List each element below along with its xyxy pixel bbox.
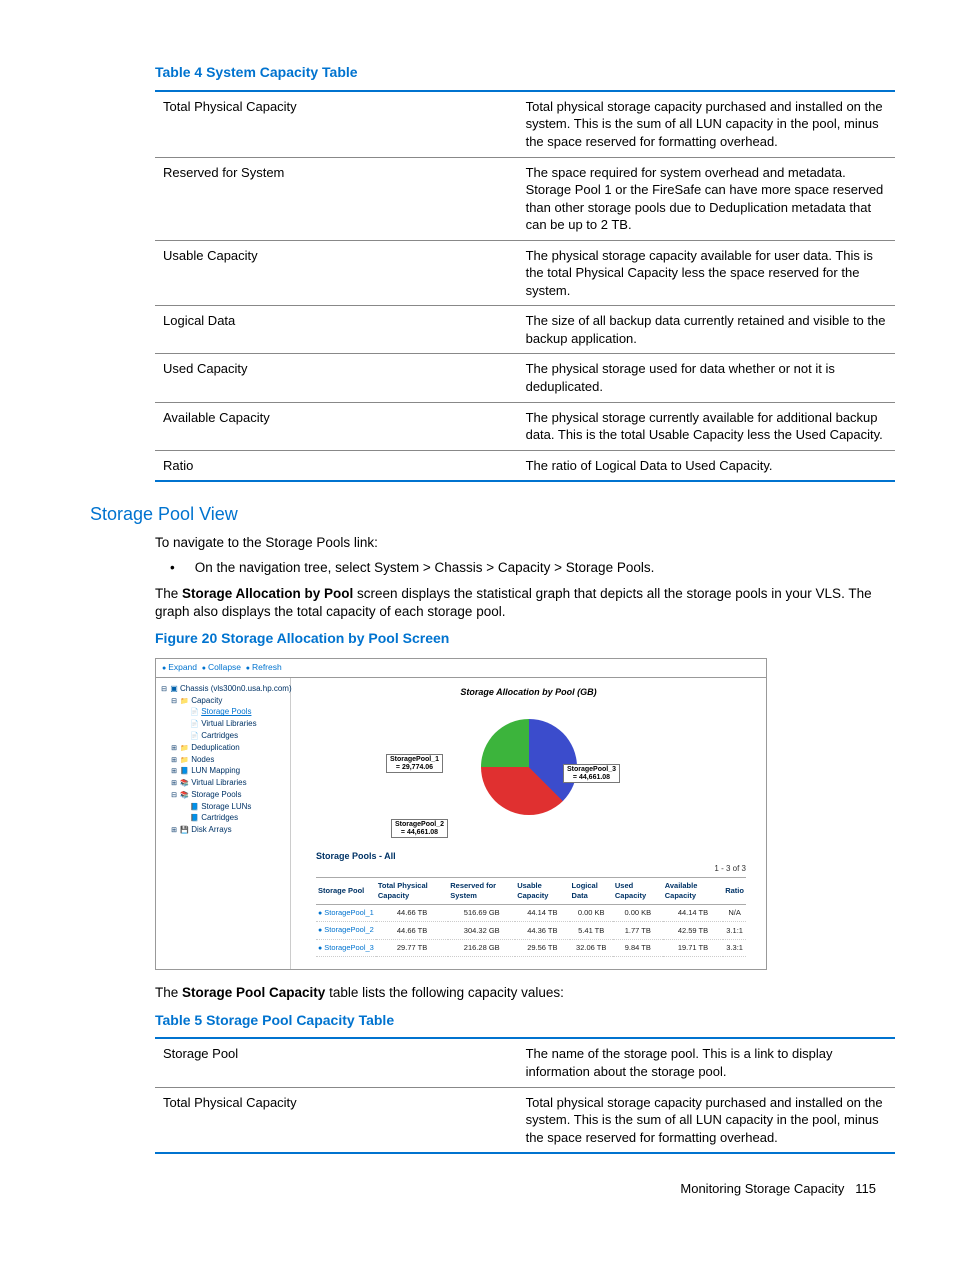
pool-table: Storage PoolTotal Physical CapacityReser…: [316, 877, 746, 958]
pie-chart: StoragePool_1= 29,774.06StoragePool_2= 4…: [291, 704, 766, 834]
pool-table-cell: 29.56 TB: [515, 939, 569, 956]
refresh-link[interactable]: Refresh: [246, 662, 282, 672]
collapse-link[interactable]: Collapse: [202, 662, 241, 672]
pool-table-header: Usable Capacity: [515, 877, 569, 904]
table4-caption: Table 4 System Capacity Table: [155, 63, 884, 82]
pool-table-cell: 44.14 TB: [515, 905, 569, 922]
t4-r5-term: Available Capacity: [155, 402, 518, 450]
pool-table-header: Available Capacity: [663, 877, 723, 904]
chart-callout: StoragePool_2= 44,661.08: [391, 819, 448, 838]
t4-r3-term: Logical Data: [155, 306, 518, 354]
t4-r4-desc: The physical storage used for data wheth…: [518, 354, 895, 402]
chart-callout: StoragePool_3= 44,661.08: [563, 764, 620, 783]
chart-title: Storage Allocation by Pool (GB): [291, 686, 766, 698]
table4: Total Physical CapacityTotal physical st…: [155, 90, 895, 482]
pool-table-cell: 3.1:1: [723, 922, 746, 939]
pool-table-cell: 304.32 GB: [448, 922, 515, 939]
figure-toolbar: Expand Collapse Refresh: [156, 659, 766, 677]
expand-link[interactable]: Expand: [162, 662, 197, 672]
tree-item[interactable]: 📄 Virtual Libraries: [160, 719, 286, 730]
t5-r1-desc: Total physical storage capacity purchase…: [518, 1087, 895, 1153]
para3-bold: Storage Pool Capacity: [182, 985, 325, 1000]
para2-prefix: The: [155, 586, 182, 601]
t4-r2-term: Usable Capacity: [155, 240, 518, 306]
t5-r1-term: Total Physical Capacity: [155, 1087, 518, 1153]
tree-item[interactable]: 📄 Storage Pools: [160, 707, 286, 718]
tree-item[interactable]: ⊞ 📘 LUN Mapping: [160, 766, 286, 777]
footer-page: 115: [855, 1181, 876, 1196]
t4-r6-desc: The ratio of Logical Data to Used Capaci…: [518, 450, 895, 481]
t4-r3-desc: The size of all backup data currently re…: [518, 306, 895, 354]
table5-caption: Table 5 Storage Pool Capacity Table: [155, 1011, 884, 1030]
intro-line: To navigate to the Storage Pools link:: [155, 534, 884, 552]
pool-table-cell[interactable]: ●StoragePool_1: [316, 905, 376, 922]
pool-table-header: Used Capacity: [613, 877, 663, 904]
para3-prefix: The: [155, 985, 182, 1000]
pool-table-header: Logical Data: [570, 877, 613, 904]
table5: Storage PoolThe name of the storage pool…: [155, 1037, 895, 1154]
pool-table-row: ●StoragePool_329.77 TB216.28 GB29.56 TB3…: [316, 939, 746, 956]
t4-r0-desc: Total physical storage capacity purchase…: [518, 91, 895, 157]
t5-r0-desc: The name of the storage pool. This is a …: [518, 1038, 895, 1087]
pool-table-cell: 5.41 TB: [570, 922, 613, 939]
figure20: Expand Collapse Refresh ⊟ ▣ Chassis (vls…: [155, 658, 767, 970]
t4-r4-term: Used Capacity: [155, 354, 518, 402]
pool-table-row: ●StoragePool_144.66 TB516.69 GB44.14 TB0…: [316, 905, 746, 922]
figure-caption: Figure 20 Storage Allocation by Pool Scr…: [155, 629, 884, 648]
page-footer: Monitoring Storage Capacity 115: [90, 1180, 876, 1198]
pool-table-cell: 44.66 TB: [376, 905, 448, 922]
t4-r1-term: Reserved for System: [155, 157, 518, 240]
t4-r0-term: Total Physical Capacity: [155, 91, 518, 157]
pool-subtitle: Storage Pools - All: [291, 844, 766, 864]
pool-table-row: ●StoragePool_244.66 TB304.32 GB44.36 TB5…: [316, 922, 746, 939]
tree-item[interactable]: ⊞ 💾 Disk Arrays: [160, 825, 286, 836]
nav-bullet: On the navigation tree, select System > …: [185, 559, 884, 577]
tree-item[interactable]: 📘 Storage LUNs: [160, 802, 286, 813]
pool-table-cell: 216.28 GB: [448, 939, 515, 956]
pool-table-cell[interactable]: ●StoragePool_2: [316, 922, 376, 939]
tree-item[interactable]: 📄 Cartridges: [160, 731, 286, 742]
chart-callout: StoragePool_1= 29,774.06: [386, 754, 443, 773]
para2-bold: Storage Allocation by Pool: [182, 586, 353, 601]
pool-table-cell: 0.00 KB: [613, 905, 663, 922]
pool-range: 1 - 3 of 3: [291, 864, 766, 875]
tree-item[interactable]: ⊟ 📁 Capacity: [160, 696, 286, 707]
footer-section: Monitoring Storage Capacity: [680, 1181, 844, 1196]
tree-item[interactable]: ⊞ 📁 Nodes: [160, 755, 286, 766]
tree-root[interactable]: ⊟ ▣ Chassis (vls300n0.usa.hp.com): [160, 684, 286, 695]
pool-table-cell: 19.71 TB: [663, 939, 723, 956]
tree-item[interactable]: 📘 Cartridges: [160, 813, 286, 824]
t4-r5-desc: The physical storage currently available…: [518, 402, 895, 450]
para3-rest: table lists the following capacity value…: [325, 985, 564, 1000]
para2: The Storage Allocation by Pool screen di…: [155, 585, 884, 621]
pool-table-cell: 29.77 TB: [376, 939, 448, 956]
t5-r0-term: Storage Pool: [155, 1038, 518, 1087]
pool-table-cell: 44.36 TB: [515, 922, 569, 939]
pool-table-header: Storage Pool: [316, 877, 376, 904]
t4-r2-desc: The physical storage capacity available …: [518, 240, 895, 306]
pool-table-cell: 1.77 TB: [613, 922, 663, 939]
chart-area: Storage Allocation by Pool (GB) StorageP…: [291, 678, 766, 970]
pool-table-cell: N/A: [723, 905, 746, 922]
pool-table-header: Ratio: [723, 877, 746, 904]
pool-table-header: Reserved for System: [448, 877, 515, 904]
pool-table-header: Total Physical Capacity: [376, 877, 448, 904]
pool-table-cell: 0.00 KB: [570, 905, 613, 922]
para3: The Storage Pool Capacity table lists th…: [155, 984, 884, 1002]
pool-table-cell: 42.59 TB: [663, 922, 723, 939]
nav-tree[interactable]: ⊟ ▣ Chassis (vls300n0.usa.hp.com) ⊟ 📁 Ca…: [156, 678, 291, 970]
pool-table-cell[interactable]: ●StoragePool_3: [316, 939, 376, 956]
pool-table-cell: 32.06 TB: [570, 939, 613, 956]
pool-table-cell: 9.84 TB: [613, 939, 663, 956]
pool-table-cell: 3.3:1: [723, 939, 746, 956]
t4-r6-term: Ratio: [155, 450, 518, 481]
pool-table-cell: 44.66 TB: [376, 922, 448, 939]
pool-table-cell: 516.69 GB: [448, 905, 515, 922]
section-heading: Storage Pool View: [90, 502, 884, 526]
tree-item[interactable]: ⊟ 📚 Storage Pools: [160, 790, 286, 801]
tree-item[interactable]: ⊞ 📁 Deduplication: [160, 743, 286, 754]
t4-r1-desc: The space required for system overhead a…: [518, 157, 895, 240]
tree-item[interactable]: ⊞ 📚 Virtual Libraries: [160, 778, 286, 789]
pool-table-cell: 44.14 TB: [663, 905, 723, 922]
